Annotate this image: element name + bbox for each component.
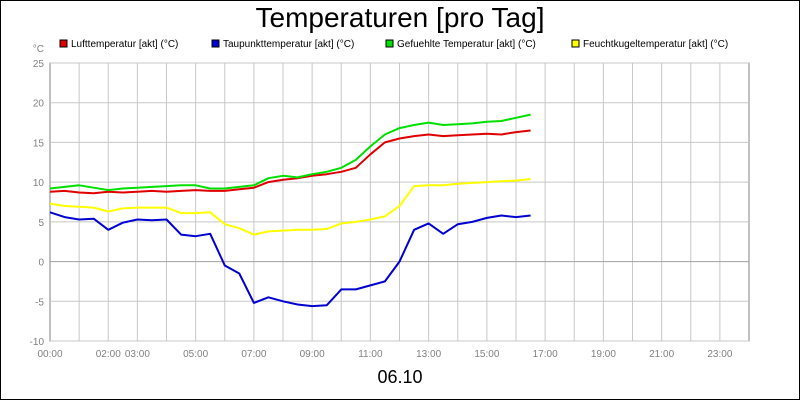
y-tick-label: 15	[33, 138, 45, 149]
x-tick-label: 03:00	[125, 349, 150, 360]
series-line-3	[49, 113, 531, 192]
x-axis-label: 06.10	[377, 367, 423, 387]
x-tick-label: 19:00	[591, 349, 616, 360]
x-tick-label: 21:00	[649, 349, 674, 360]
legend-swatch	[385, 39, 394, 48]
y-tick-label: -10	[30, 337, 45, 348]
series-lines	[49, 113, 531, 308]
y-tick-label: 20	[33, 99, 45, 110]
legend-label: Feuchtkugeltemperatur [akt] (°C)	[583, 39, 728, 50]
y-tick-label: 5	[38, 218, 44, 229]
grid	[49, 62, 750, 342]
legend: Lufttemperatur [akt] (°C) Taupunkttempera…	[59, 39, 728, 50]
series-line-1	[49, 129, 531, 195]
chart-title: Temperaturen [pro Tag]	[255, 2, 545, 33]
x-tick-label: 23:00	[707, 349, 732, 360]
legend-swatch	[59, 39, 68, 48]
x-tick-label: 11:00	[358, 349, 383, 360]
y-tick-label: 0	[38, 258, 44, 269]
legend-swatch	[211, 39, 220, 48]
x-tick-label: 13:00	[416, 349, 441, 360]
y-axis-unit: °C	[33, 44, 44, 55]
y-tick-label: 10	[33, 178, 45, 189]
y-tick-label: 25	[33, 59, 45, 70]
legend-label: Taupunkttemperatur [akt] (°C)	[223, 39, 354, 50]
y-tick-label: -5	[35, 297, 44, 308]
x-tick-label: 09:00	[300, 349, 325, 360]
x-tick-label: 00:00	[37, 349, 62, 360]
x-tick-label: 05:00	[183, 349, 208, 360]
series-line-2	[49, 211, 531, 308]
x-tick-label: 02:00	[96, 349, 121, 360]
legend-swatch	[571, 39, 580, 48]
x-tick-label: 15:00	[474, 349, 499, 360]
series-line-4	[49, 178, 531, 236]
x-tick-label: 07:00	[241, 349, 266, 360]
x-tick-label: 17:00	[533, 349, 558, 360]
legend-label: Lufttemperatur [akt] (°C)	[71, 39, 178, 50]
legend-label: Gefuehlte Temperatur [akt] (°C)	[397, 39, 536, 50]
